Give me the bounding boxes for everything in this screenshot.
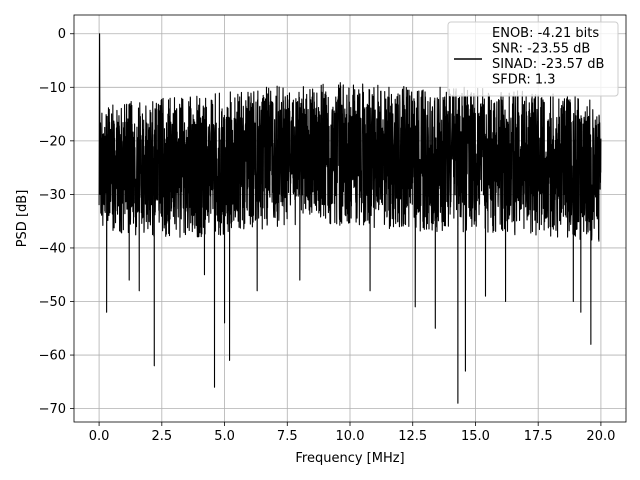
y-tick-label: −50 (39, 295, 66, 310)
legend-enob: ENOB: -4.21 bits (492, 26, 599, 41)
y-tick-label: 0 (58, 27, 66, 42)
x-tick-label: 0.0 (89, 429, 110, 444)
legend-sfdr: SFDR: 1.3 (492, 73, 556, 88)
y-tick-label: −70 (39, 402, 66, 417)
x-tick-label: 15.0 (461, 429, 490, 444)
x-tick-label: 2.5 (151, 429, 172, 444)
x-tick-label: 12.5 (398, 429, 427, 444)
x-tick-label: 5.0 (214, 429, 235, 444)
psd-line (98, 33, 602, 404)
legend-snr: SNR: -23.55 dB (492, 42, 590, 57)
y-tick-label: −30 (39, 188, 66, 203)
x-tick-label: 17.5 (524, 429, 553, 444)
x-axis-title: Frequency [MHz] (295, 451, 404, 466)
x-tick-label: 10.0 (336, 429, 365, 444)
x-tick-label: 7.5 (277, 429, 298, 444)
y-tick-label: −60 (39, 349, 66, 364)
x-tick-label: 20.0 (586, 429, 615, 444)
psd-trace (98, 33, 602, 404)
legend-box (447, 21, 619, 97)
ticks: 0.0 2.5 5.0 7.5 10.0 12.5 15.0 17.5 20.0 0 −10 −20 −… (39, 27, 616, 444)
y-tick-label: −20 (39, 134, 66, 149)
y-tick-label: −40 (39, 241, 66, 256)
y-axis-title: PSD [dB] (15, 190, 30, 248)
y-tick-label: −10 (39, 81, 66, 96)
legend: ENOB: -4.21 bits SNR: -23.55 dB SINAD: -… (447, 21, 619, 97)
legend-sinad: SINAD: -23.57 dB (492, 57, 604, 72)
